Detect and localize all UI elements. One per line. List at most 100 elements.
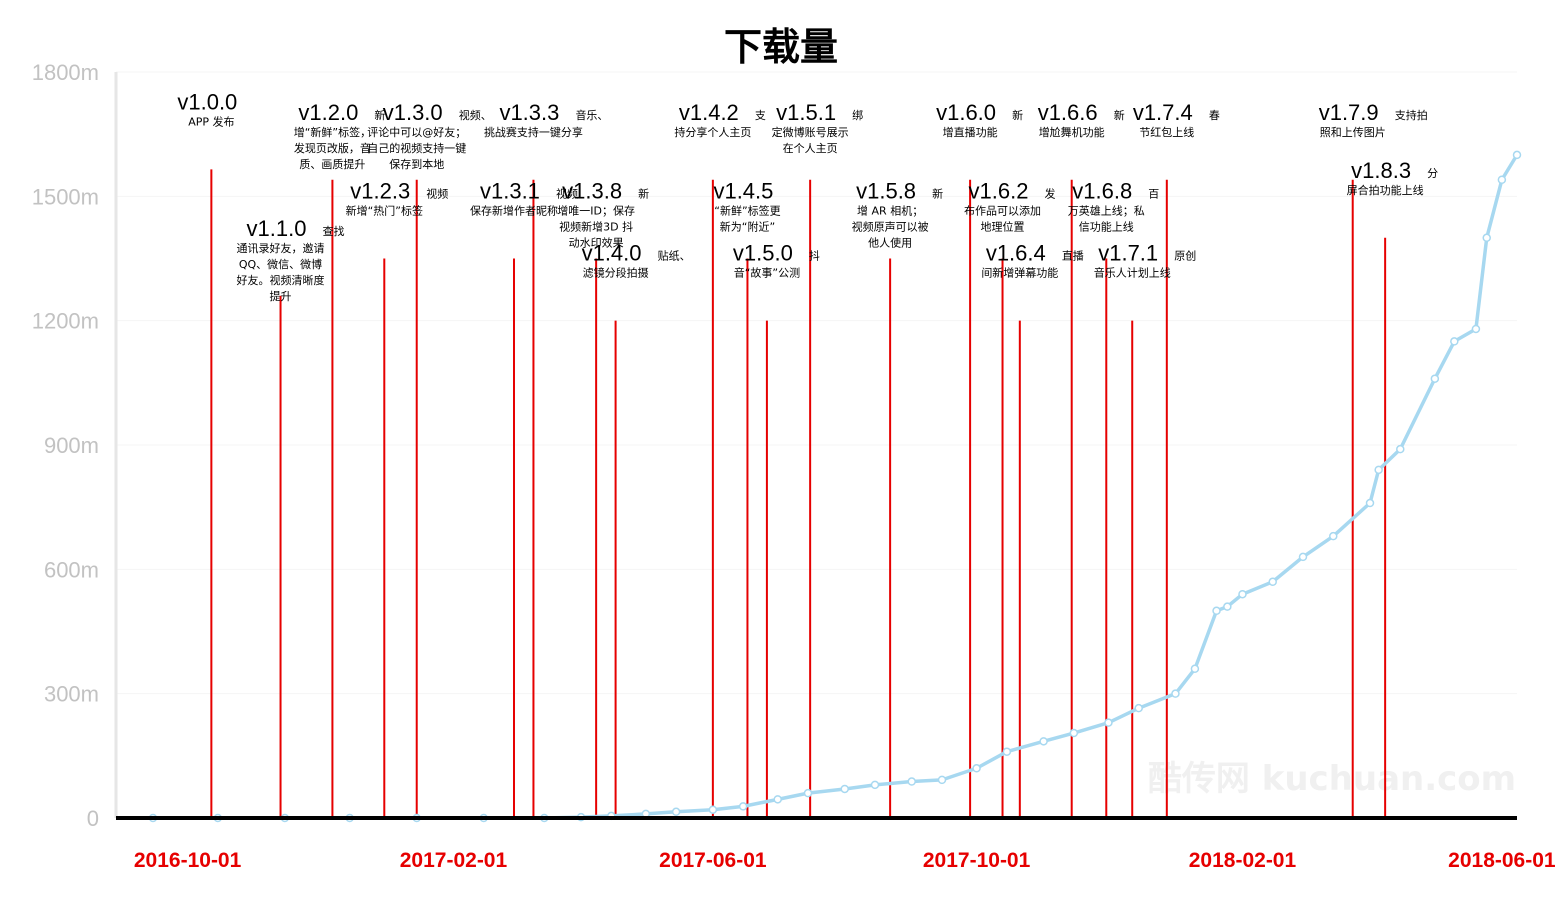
version-desc-line: 视频原声可以被 <box>852 220 929 234</box>
y-tick-label: 0 <box>87 806 99 831</box>
version-desc-line: 自己的视频支持一键 <box>367 141 466 155</box>
data-point <box>1396 444 1405 454</box>
version-desc-line: 通讯录好友，邀请 <box>237 241 325 255</box>
data-point <box>1450 337 1459 346</box>
x-tick-labels: 2016-10-01 2017-02-01 2017-06-01 2017-10-01… <box>134 849 1556 872</box>
version-desc-line: 新 <box>932 187 943 201</box>
version-desc-line: 间新增弹幕功能 <box>981 266 1058 280</box>
version-desc-line: 春 <box>1209 109 1220 122</box>
version-desc-line: 百 <box>1148 188 1159 201</box>
version-desc-line: 万英雄上线；私 <box>1068 204 1145 218</box>
grid-layer <box>116 71 1517 695</box>
version-desc-line: 增尬舞机功能 <box>1039 125 1105 139</box>
y-tick-labels: 0 300m 600m 900m 1200m 1500m 1800m <box>32 60 99 831</box>
version-label: v1.7.9 <box>1319 100 1379 125</box>
data-point <box>1039 737 1048 746</box>
version-desc-line: 音乐人计划上线 <box>1094 266 1171 280</box>
version-desc-line: 质、画质提升 <box>299 158 365 171</box>
version-label: v1.7.1 <box>1098 241 1158 266</box>
version-label: v1.8.3 <box>1351 158 1411 183</box>
version-desc-line: 视频 <box>556 187 578 201</box>
version-desc-line: 节红包上线 <box>1139 125 1194 139</box>
version-annotation: v1.2.3 视频新增“热门”标签 <box>346 179 449 218</box>
version-desc-line: 原创 <box>1174 250 1196 263</box>
data-point <box>1512 150 1522 160</box>
version-desc-line: 视频新增3D 抖 <box>559 220 633 234</box>
version-label: v1.2.3 <box>350 179 410 204</box>
version-desc-line: 新 <box>374 108 385 122</box>
version-desc-line: 增唯一ID；保存 <box>557 204 635 218</box>
version-label: v1.6.6 <box>1038 100 1098 125</box>
version-desc-line: 在个人主页 <box>783 142 838 155</box>
version-desc-line: 抖 <box>809 249 820 263</box>
data-point <box>1365 498 1375 508</box>
version-desc-line: 好友。视频清晰度 <box>237 273 325 287</box>
version-desc-line: 提升 <box>270 290 292 303</box>
data-point <box>840 784 849 794</box>
version-desc-line: 视频 <box>426 187 448 201</box>
y-tick-label: 600m <box>44 557 99 582</box>
data-point <box>1134 703 1143 713</box>
version-desc-line: 挑战赛支持一键分享 <box>484 125 583 139</box>
version-desc-line: 定微博账号展示 <box>772 125 849 139</box>
data-point <box>972 764 981 773</box>
version-desc-line: 新 <box>1114 108 1125 122</box>
x-tick-label: 2018-06-01 <box>1448 849 1556 872</box>
version-desc-line: 支 <box>755 109 766 122</box>
data-point <box>803 788 813 798</box>
data-point <box>1190 664 1200 674</box>
version-desc-line: 增 AR 相机； <box>857 204 923 218</box>
version-label: v1.4.0 <box>582 241 642 266</box>
data-point <box>1471 324 1481 334</box>
data-point <box>1430 374 1440 383</box>
chart-title: 下载量 <box>724 25 838 69</box>
version-desc-line: 评论中可以@好友； <box>367 125 466 139</box>
version-desc-line: 查找 <box>323 224 345 238</box>
version-annotation: v1.2.0 新增“新鲜”标签， 发现页改版，音质、画质提升 <box>294 100 386 171</box>
version-desc-line: 发现页改版，音 <box>294 141 371 155</box>
version-label: v1.3.0 <box>383 100 443 125</box>
version-desc-line: 保存新增作者昵称 <box>470 204 558 218</box>
version-desc-line: 分 <box>1427 167 1438 180</box>
data-point <box>773 795 782 804</box>
version-label: v1.5.0 <box>733 241 793 266</box>
data-point <box>1223 602 1232 611</box>
axis-layer <box>114 72 1517 820</box>
version-desc-line: 动水印效果 <box>569 236 624 250</box>
line-layer <box>148 150 1522 823</box>
version-label: v1.1.0 <box>247 216 307 241</box>
data-point <box>1329 531 1338 541</box>
data-point <box>1002 747 1012 756</box>
y-tick-label: 300m <box>44 682 99 707</box>
data-point <box>1497 175 1507 185</box>
version-desc-line: 信功能上线 <box>1079 220 1134 234</box>
data-point <box>738 802 748 811</box>
version-label: v1.6.2 <box>969 179 1029 204</box>
version-desc-line: 新 <box>1012 108 1023 122</box>
version-desc-line: 布作品可以添加 <box>964 204 1041 218</box>
version-desc-line: 滤镜分段拍摄 <box>583 266 649 280</box>
version-desc-line: 保存到本地 <box>389 157 444 171</box>
version-label: v1.3.3 <box>499 100 559 125</box>
version-label: v1.0.0 <box>177 89 237 114</box>
version-label: v1.3.1 <box>480 179 540 204</box>
version-desc-line: 直播 <box>1062 249 1084 263</box>
version-label: v1.3.8 <box>562 179 622 204</box>
x-tick-label: 2017-06-01 <box>659 849 767 872</box>
y-tick-label: 1200m <box>32 309 99 334</box>
version-desc-line: 音“故事”公测 <box>734 266 800 280</box>
version-desc-line: APP 发布 <box>188 114 234 128</box>
